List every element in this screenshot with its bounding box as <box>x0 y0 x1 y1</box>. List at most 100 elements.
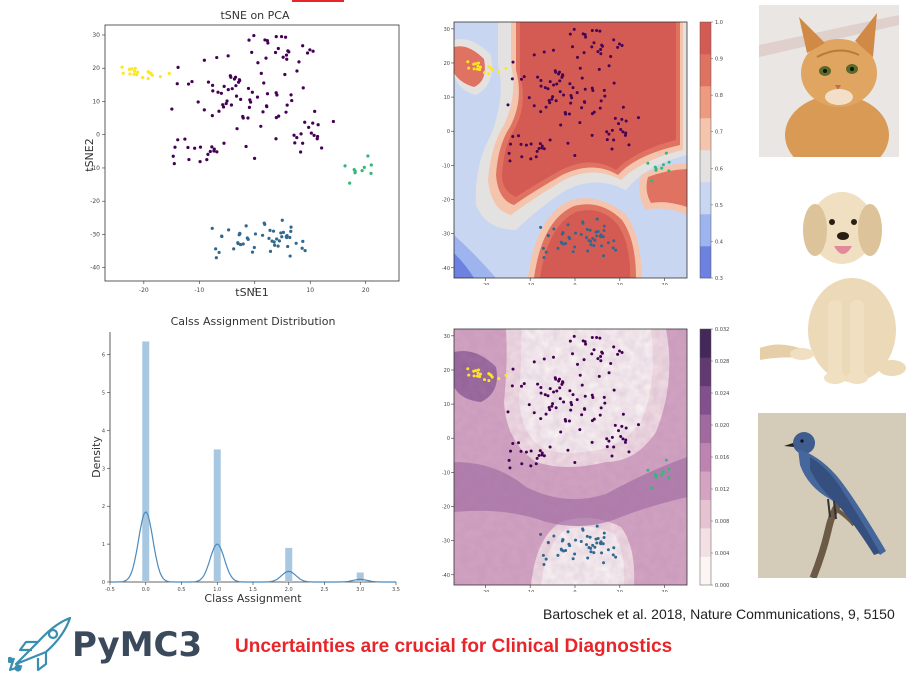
confidence-point <box>476 61 480 65</box>
confidence-colorbar-label: 0.9 <box>715 57 723 63</box>
tsne-point <box>279 34 284 39</box>
tsne-point <box>235 127 239 131</box>
confidence-point <box>542 50 546 54</box>
tsne-ytick-label: 10 <box>92 98 100 105</box>
tsne-point <box>263 38 267 42</box>
entropy-point <box>573 461 577 465</box>
confidence-point <box>547 98 551 102</box>
entropy-colorbar-label: 0.000 <box>715 583 729 589</box>
tsne-point <box>170 107 174 111</box>
entropy-point <box>529 449 533 453</box>
tsne-point <box>320 146 324 150</box>
entropy-xtick-label: 0 <box>573 590 576 592</box>
entropy-colorbar-segment <box>700 329 711 358</box>
entropy-point <box>509 449 513 453</box>
entropy-colorbar-label: 0.004 <box>715 551 729 557</box>
confidence-colorbar-segment <box>700 182 711 215</box>
confidence-point <box>572 27 576 31</box>
tsne-point <box>290 98 294 103</box>
entropy-ytick-label: -10 <box>442 470 450 476</box>
entropy-point <box>546 394 550 398</box>
tsne-point <box>313 109 317 113</box>
confidence-point <box>602 224 606 228</box>
confidence-point <box>478 65 482 69</box>
confidence-colorbar-segment <box>700 214 711 247</box>
tsne-xtick-label: 20 <box>362 287 370 294</box>
entropy-point <box>597 374 601 378</box>
entropy-point <box>576 362 580 366</box>
tsne-point <box>289 225 293 229</box>
tsne-point <box>202 58 206 62</box>
tsne-point <box>362 165 366 169</box>
distribution-bar <box>356 572 364 582</box>
confidence-point <box>579 232 583 236</box>
tsne-point <box>268 249 273 253</box>
entropy-point <box>551 402 555 406</box>
entropy-point <box>571 393 575 397</box>
confidence-point <box>590 29 594 33</box>
confidence-point <box>595 234 599 238</box>
entropy-point <box>612 445 616 449</box>
confidence-point <box>527 96 531 100</box>
confidence-point <box>568 237 572 241</box>
entropy-point <box>560 382 564 386</box>
confidence-point <box>539 79 543 83</box>
confidence-point <box>599 47 603 51</box>
confidence-point <box>594 230 598 234</box>
confidence-point <box>610 128 614 132</box>
entropy-point <box>584 543 588 547</box>
tsne-point <box>229 103 234 107</box>
confidence-point <box>603 94 607 98</box>
tsne-ytick-label: 0 <box>96 132 100 139</box>
entropy-point <box>568 389 572 393</box>
confidence-point <box>578 121 582 125</box>
confidence-point <box>570 96 574 100</box>
tsne-point <box>247 105 252 109</box>
entropy-point <box>591 395 595 399</box>
distribution-xtick-label: 2.5 <box>321 587 329 593</box>
tsne-point <box>284 110 288 114</box>
entropy-point <box>605 437 609 441</box>
distribution-title: Calss Assignment Distribution <box>171 315 336 328</box>
tsne-point <box>230 87 234 91</box>
entropy-colorbar-segment <box>700 357 711 387</box>
confidence-point <box>558 90 562 94</box>
confidence-point <box>542 255 546 259</box>
confidence-point <box>650 179 654 183</box>
confidence-point <box>507 151 511 155</box>
entropy-colorbar-segment <box>700 528 711 557</box>
confidence-point <box>600 244 604 248</box>
tsne-point <box>303 248 307 253</box>
tsne-point <box>252 245 256 250</box>
tsne-point <box>146 76 150 81</box>
distribution-ytick-label: 6 <box>102 353 105 359</box>
confidence-ytick-label: -30 <box>442 232 450 238</box>
tsne-point <box>292 133 296 137</box>
tsne-point <box>226 88 230 92</box>
confidence-point <box>560 232 564 236</box>
entropy-xtick-label: -10 <box>526 590 534 592</box>
entropy-point <box>569 408 573 412</box>
tsne-ytick-label: -20 <box>90 198 100 205</box>
confidence-point <box>571 86 575 90</box>
distribution-ytick-label: 0 <box>102 580 105 586</box>
entropy-point <box>524 450 528 454</box>
entropy-point <box>609 361 613 365</box>
entropy-point <box>589 546 593 550</box>
entropy-point <box>590 440 594 444</box>
distribution-xlabel: Class Assignment <box>204 592 302 604</box>
entropy-point <box>557 379 561 383</box>
entropy-point <box>605 445 609 449</box>
tsne-ytick-label: -40 <box>90 265 100 272</box>
entropy-point <box>487 379 491 383</box>
entropy-point <box>664 458 668 462</box>
entropy-colorbar-label: 0.024 <box>715 391 729 397</box>
entropy-point <box>583 394 587 398</box>
confidence-point <box>589 239 593 243</box>
logo-wordmark: PyMC3 <box>72 625 202 665</box>
confidence-point <box>467 66 471 70</box>
entropy-point <box>552 390 556 394</box>
tsne-point <box>130 67 134 71</box>
tsne-point <box>222 84 226 89</box>
tsne-point <box>288 235 292 240</box>
